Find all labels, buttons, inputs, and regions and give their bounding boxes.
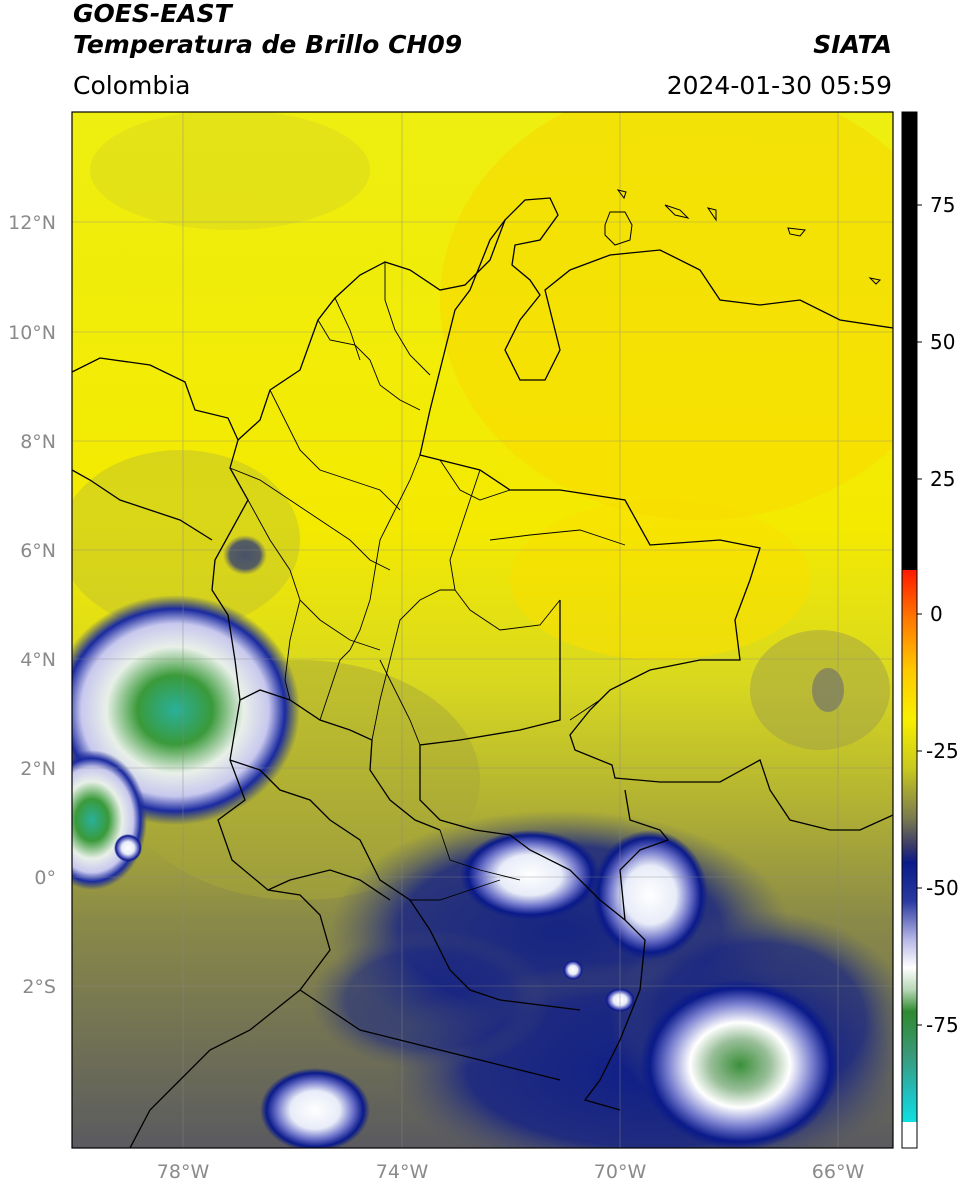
political-boundaries (72, 197, 893, 1148)
lat-label: 4°N (20, 649, 56, 671)
region-label: Colombia (73, 71, 191, 100)
graticule (72, 112, 893, 1148)
lat-label: 8°N (20, 431, 56, 453)
lat-label: 6°N (20, 540, 56, 562)
colorbar: 75 50 25 0 -25 -50 -75 (901, 111, 959, 1149)
lat-label: 12°N (8, 212, 56, 234)
brightness-temperature-field (72, 112, 893, 1148)
colorbar-tick-label: -50 (926, 876, 959, 900)
island-outlines (604, 189, 882, 285)
map-frame (71, 111, 894, 1149)
datetime-label: 2024-01-30 05:59 (666, 71, 892, 100)
lat-label: 10°N (8, 322, 56, 344)
lon-label: 78°W (157, 1161, 210, 1183)
lon-label: 70°W (594, 1161, 647, 1183)
lon-label: 66°W (812, 1161, 865, 1183)
product-subtitle: Temperatura de Brillo CH09 (73, 30, 463, 59)
colorbar-tick-label: 75 (930, 193, 955, 217)
longitude-labels: 78°W 74°W 70°W 66°W (157, 1161, 865, 1183)
colorbar-tick-label: -75 (926, 1013, 959, 1037)
lat-label: 2°S (22, 976, 56, 998)
colorbar-tick-label: 50 (930, 330, 955, 354)
lat-label: 2°N (20, 758, 56, 780)
colorbar-white-segment (902, 1122, 917, 1148)
colorbar-tick-label: 25 (930, 467, 955, 491)
lat-label: 0° (34, 867, 56, 889)
colorbar-tick-label: -25 (926, 739, 959, 763)
colorbar-frame (901, 111, 918, 1149)
colorbar-black-segment (902, 112, 917, 570)
colorbar-tick-label: 0 (930, 602, 943, 626)
product-title: GOES-EAST (73, 0, 232, 28)
department-boundaries (229, 262, 626, 901)
colorbar-gradient-segment (902, 570, 917, 1122)
agency-label: SIATA (813, 30, 892, 59)
latitude-labels: 12°N 10°N 8°N 6°N 4°N 2°N 0° 2°S (8, 212, 56, 998)
lon-label: 74°W (376, 1161, 429, 1183)
